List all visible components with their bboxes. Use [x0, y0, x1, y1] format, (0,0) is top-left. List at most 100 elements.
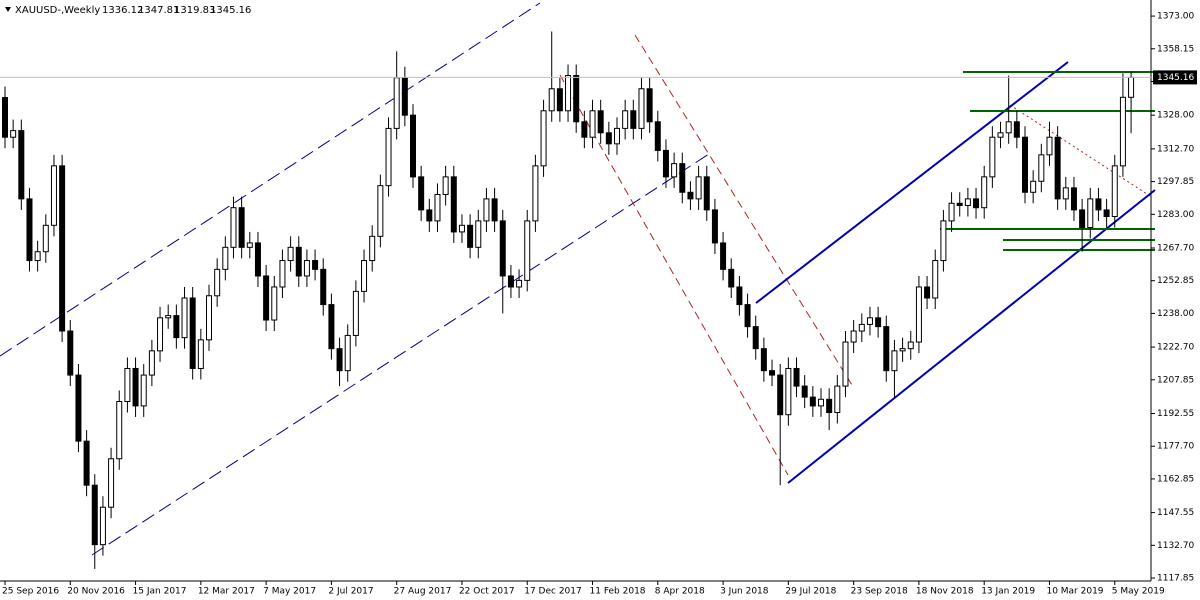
candle-body: [973, 198, 980, 209]
x-tick-label: 29 Jul 2018: [785, 587, 836, 597]
candle-body: [475, 220, 482, 248]
x-tick-label: 22 Oct 2017: [459, 587, 515, 597]
candle-body: [442, 176, 449, 195]
candle-body: [752, 326, 759, 350]
candle-body: [116, 401, 123, 460]
red-channel-upper: [634, 34, 853, 386]
candle-body: [352, 290, 359, 336]
candle-body: [312, 260, 319, 270]
candle-body: [238, 207, 245, 248]
x-tick-label: 25 Sep 2016: [2, 587, 59, 597]
current-price-label: 1345.16: [1157, 73, 1194, 83]
candle-body: [1111, 165, 1118, 217]
candle-body: [75, 374, 82, 442]
candle-body: [597, 110, 604, 134]
candle-body: [140, 374, 147, 407]
x-tick-label: 23 Sep 2018: [851, 587, 908, 597]
x-tick-label: 2 Jul 2017: [328, 587, 373, 597]
candle-body: [181, 297, 188, 339]
x-tick-label: 18 Nov 2018: [916, 587, 974, 597]
candle-body: [222, 246, 229, 270]
candle-body: [328, 304, 335, 350]
candle-body: [369, 235, 376, 262]
candle-body: [728, 268, 735, 288]
candle-body: [1046, 136, 1053, 156]
candle-body: [744, 304, 751, 328]
candle-body: [581, 121, 588, 138]
candle-body: [940, 220, 947, 262]
candle-body: [556, 88, 563, 112]
candle-body: [589, 110, 596, 138]
candle-body: [1079, 209, 1086, 229]
x-tick-label: 20 Nov 2016: [67, 587, 125, 597]
candle-body: [254, 242, 261, 277]
candle-body: [2, 97, 8, 138]
x-tick-label: 11 Feb 2018: [590, 587, 646, 597]
x-tick-label: 12 Mar 2017: [198, 587, 255, 597]
candle-body: [197, 339, 204, 369]
candle-body: [108, 458, 115, 508]
blue-upper: [755, 61, 1069, 304]
candle-body: [59, 165, 66, 332]
candle-body: [271, 286, 278, 321]
candle-body: [361, 260, 368, 292]
y-tick-label: 1312.70: [1157, 144, 1194, 154]
candle-body: [450, 176, 457, 233]
candle-body: [344, 334, 351, 372]
y-tick-label: 1358.15: [1157, 44, 1194, 54]
candle-body: [393, 77, 400, 129]
candle-body: [981, 176, 988, 209]
y-tick-label: 1373.00: [1157, 12, 1194, 22]
y-tick-label: 1328.00: [1157, 111, 1194, 121]
candle-body: [336, 348, 343, 372]
y-tick-label: 1222.70: [1157, 343, 1194, 353]
candle-body: [18, 130, 25, 200]
candle-body: [303, 260, 310, 277]
y-tick-label: 1162.85: [1157, 474, 1194, 484]
candle-body: [214, 268, 221, 297]
candle-body: [230, 207, 237, 248]
candle-body: [899, 348, 906, 352]
x-tick-label: 3 Jun 2018: [720, 587, 769, 597]
red-channel-lower: [559, 74, 789, 476]
candle-body: [866, 317, 873, 325]
candle-body: [826, 398, 833, 414]
candle-body: [1005, 121, 1012, 134]
y-tick-label: 1177.70: [1157, 442, 1194, 452]
candle-body: [295, 246, 302, 277]
y-tick-label: 1297.85: [1157, 177, 1194, 187]
candle-body: [165, 315, 172, 319]
x-tick-label: 13 Jan 2019: [981, 587, 1035, 597]
y-tick-label: 1132.70: [1157, 541, 1194, 551]
candle-body: [148, 350, 155, 376]
candle-body: [671, 163, 678, 178]
candle-body: [1038, 154, 1045, 182]
last-open: 1336.12: [102, 5, 143, 16]
candle-body: [932, 260, 939, 299]
x-tick-label: 10 Mar 2019: [1046, 587, 1103, 597]
candle-body: [687, 191, 694, 200]
candle-body: [777, 374, 784, 416]
candle-body: [410, 114, 416, 178]
candle-body: [50, 165, 57, 226]
candle-body: [10, 130, 17, 138]
last-high: 1347.81: [138, 5, 179, 16]
candle-body: [695, 176, 702, 200]
candle-body: [1128, 76, 1135, 98]
candle-body: [956, 202, 963, 206]
candle-body: [26, 198, 33, 262]
candle-body: [91, 484, 98, 546]
candle-body: [467, 224, 474, 248]
candle-body: [809, 396, 816, 407]
channel-lower: [91, 151, 713, 556]
y-tick-label: 1252.85: [1157, 276, 1194, 286]
candle-body: [124, 367, 131, 403]
candle-body: [638, 88, 645, 129]
candle-body: [654, 121, 661, 151]
candle-body: [997, 132, 1004, 138]
candle-body: [711, 209, 718, 244]
current-price-box: [1153, 70, 1197, 85]
candle-body: [458, 224, 465, 233]
